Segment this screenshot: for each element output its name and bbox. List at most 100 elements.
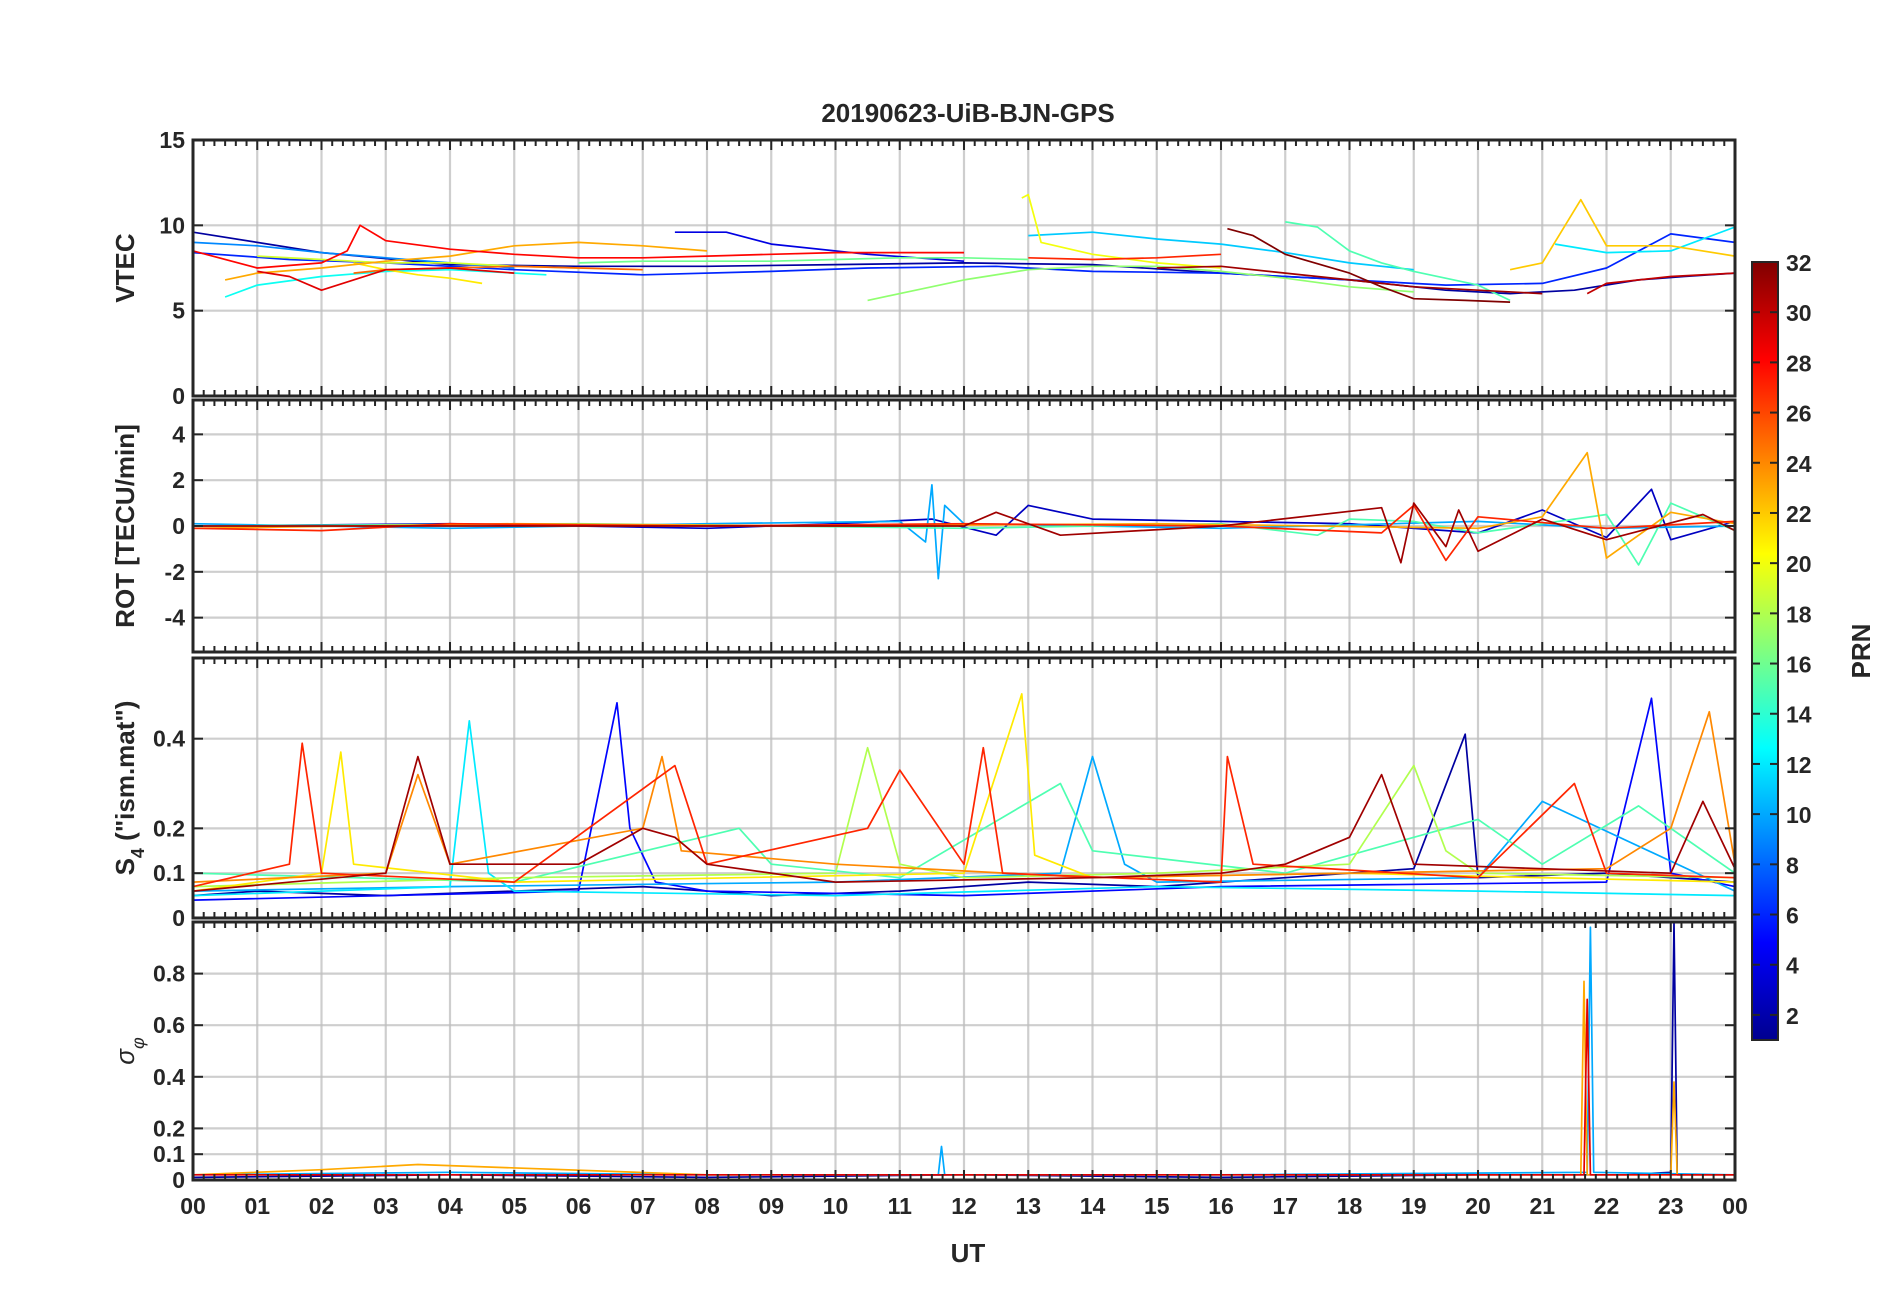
colorbar: 32 30 28 26 24 22 20 18 16 14 12 10 8 6 4 2 PRN xyxy=(1751,250,1876,1041)
colorbar-tick-label: 32 xyxy=(1786,250,1812,276)
x-tick-label: 10 xyxy=(823,1193,849,1219)
colorbar-tick-label: 6 xyxy=(1786,903,1799,929)
x-tick-label: 16 xyxy=(1208,1193,1234,1219)
trace-prn-16 xyxy=(578,256,1029,264)
colorbar-tick-label: 18 xyxy=(1786,601,1812,627)
panel-rot: 4 2 0 -2 -4 ROT [TECU/min] xyxy=(110,398,1737,654)
trace-prn-23 xyxy=(224,241,708,281)
x-tick-label: 05 xyxy=(501,1193,527,1219)
x-tick-label: 22 xyxy=(1594,1193,1620,1219)
colorbar-tick-label: 8 xyxy=(1786,852,1799,878)
trace-prn-24 xyxy=(193,710,1735,883)
x-tick-label: 03 xyxy=(373,1193,399,1219)
x-tick-label: 07 xyxy=(630,1193,656,1219)
x-axis-label: UT xyxy=(951,1238,986,1268)
colorbar-gradient xyxy=(1751,261,1779,1041)
y-axis-label: ROT [TECU/min] xyxy=(110,424,140,628)
y-tick-label: 5 xyxy=(172,298,185,324)
trace-prn-15 xyxy=(193,502,1735,566)
panel-s4: 0.4 0.2 0.1 0 S4 ("ism.mat") xyxy=(110,656,1737,931)
y-tick-label: 0 xyxy=(172,1167,185,1193)
colorbar-tick-label: 22 xyxy=(1786,501,1812,527)
colorbar-tick-label: 24 xyxy=(1786,451,1812,477)
colorbar-tick-label: 28 xyxy=(1786,350,1812,376)
trace-prn-4 xyxy=(674,231,965,263)
trace-prn-27 xyxy=(193,504,1735,562)
colorbar-tick-label: 14 xyxy=(1786,702,1812,728)
y-tick-label: 0.4 xyxy=(153,726,185,752)
trace-prn-28 xyxy=(193,224,964,269)
y-tick-label: 0.4 xyxy=(153,1064,185,1090)
y-tick-label: 0.8 xyxy=(153,961,185,987)
x-tick-label: 17 xyxy=(1272,1193,1298,1219)
x-tick-label: 18 xyxy=(1337,1193,1363,1219)
x-tick-label: 14 xyxy=(1080,1193,1106,1219)
colorbar-tick-label: 16 xyxy=(1786,652,1812,678)
trace-prn-32 xyxy=(1227,227,1511,303)
colorbar-ticks: 32 30 28 26 24 22 20 18 16 14 12 10 8 6 4 2 xyxy=(1752,250,1812,1029)
x-tick-label: 20 xyxy=(1465,1193,1491,1219)
chart-title: 20190623-UiB-BJN-GPS xyxy=(821,98,1114,128)
trace-prn-30 xyxy=(1586,272,1735,295)
trace-prn-10 xyxy=(193,755,1735,892)
trace-prn-12 xyxy=(1554,226,1735,254)
trace-prn-11 xyxy=(1028,231,1414,271)
x-tick-label: 13 xyxy=(1015,1193,1041,1219)
x-tick-label: 19 xyxy=(1401,1193,1427,1219)
colorbar-tick-label: 26 xyxy=(1786,401,1812,427)
y-tick-label: -2 xyxy=(165,559,185,585)
trace-prn-13 xyxy=(224,268,547,298)
panel-sigma_phi: 0.8 0.6 0.4 0.20.10 σφ 00 01 02 03 04 05 06 07 08 09 10… xyxy=(110,920,1748,1219)
x-tick-label: 12 xyxy=(951,1193,977,1219)
y-axis-label: VTEC xyxy=(110,233,140,303)
trace-prn-10 xyxy=(193,483,1735,580)
trace-prn-29 xyxy=(257,267,515,292)
trace-prn-25 xyxy=(353,265,643,274)
panel-frame xyxy=(191,398,1737,654)
trace-prn-15 xyxy=(193,782,1735,883)
y-tick-label: 4 xyxy=(172,421,185,447)
panel-traces xyxy=(193,693,1735,901)
y-axis-label: S4 ("ism.mat") xyxy=(110,701,148,876)
trace-prn-31 xyxy=(193,502,1735,564)
trace-prn-12 xyxy=(193,719,1735,897)
x-tick-label: 15 xyxy=(1144,1193,1170,1219)
y-tick-label: 0.2 xyxy=(153,1115,185,1141)
trace-prn-23 xyxy=(193,451,1735,559)
colorbar-tick-label: 2 xyxy=(1786,1003,1799,1029)
y-tick-label: 0.1 xyxy=(153,860,185,886)
x-tick-label: 23 xyxy=(1658,1193,1684,1219)
trace-prn-22 xyxy=(1509,198,1735,271)
y-tick-label: 0.2 xyxy=(153,815,185,841)
x-tick-label: 21 xyxy=(1529,1193,1555,1219)
trace-prn-27 xyxy=(1028,253,1222,261)
panel-vtec: 15 10 5 0 VTEC xyxy=(110,127,1737,409)
y-tick-label: 0.1 xyxy=(153,1141,185,1167)
colorbar-tick-label: 10 xyxy=(1786,802,1812,828)
panel-traces xyxy=(193,451,1735,580)
x-tick-label: 00 xyxy=(1722,1193,1748,1219)
x-tick-label: 09 xyxy=(758,1193,784,1219)
x-tick-label: 04 xyxy=(437,1193,463,1219)
y-tick-label: 15 xyxy=(159,127,185,153)
colorbar-label: PRN xyxy=(1846,624,1876,679)
trace-prn-21 xyxy=(353,262,483,285)
y-axis-label: σφ xyxy=(110,1037,148,1065)
x-tick-label: 11 xyxy=(888,1193,913,1219)
colorbar-tick-label: 12 xyxy=(1786,752,1812,778)
y-tick-label: 0 xyxy=(172,383,185,409)
x-tick-label: 02 xyxy=(309,1193,335,1219)
trace-prn-20 xyxy=(1021,193,1222,269)
x-tick-label: 06 xyxy=(566,1193,592,1219)
panel-frame xyxy=(191,920,1737,1182)
trace-prn-27 xyxy=(193,742,1735,888)
y-tick-label: 0 xyxy=(172,513,185,539)
colorbar-tick-label: 4 xyxy=(1786,953,1799,979)
x-tick-label: 01 xyxy=(244,1193,270,1219)
trace-prn-15 xyxy=(1285,221,1511,302)
trace-prn-5 xyxy=(193,697,1735,901)
y-tick-label: 2 xyxy=(172,467,185,493)
colorbar-tick-label: 20 xyxy=(1786,551,1812,577)
y-tick-label: 0.6 xyxy=(153,1012,185,1038)
